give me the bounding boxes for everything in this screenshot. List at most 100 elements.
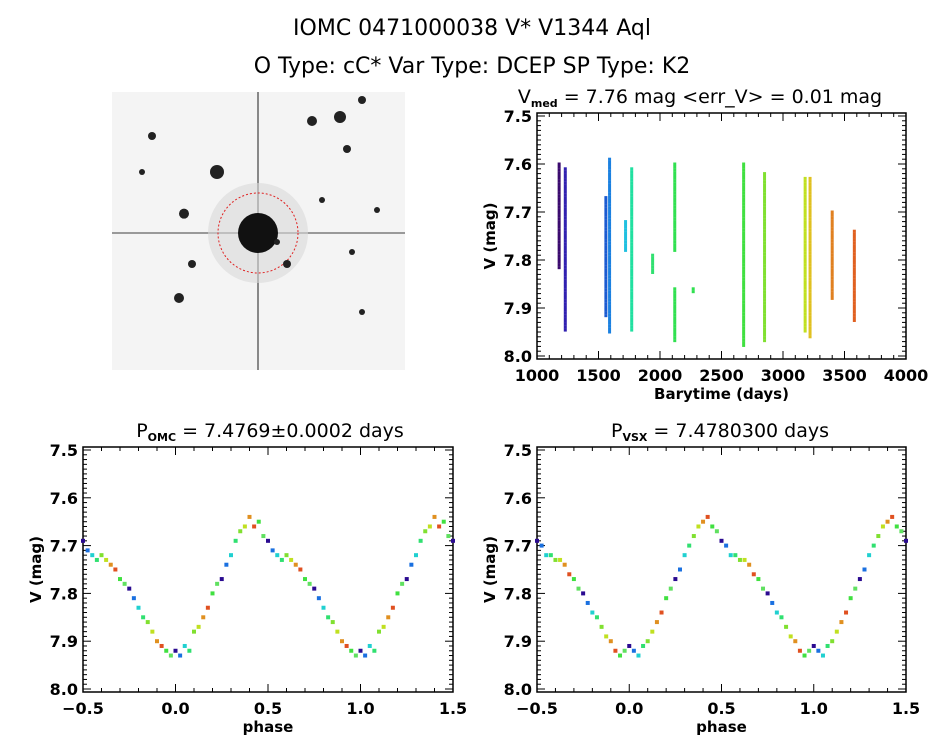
data-point [585,600,590,605]
data-point [673,211,677,215]
data-point [608,313,612,317]
data-point [630,294,634,298]
data-point [630,187,634,191]
data-point [604,268,608,272]
data-point [742,266,746,270]
data-point [441,519,446,524]
data-point [803,179,807,183]
data-point [630,233,634,237]
data-point [825,643,830,648]
data-point [852,235,856,239]
data-point [803,300,807,304]
data-point [608,241,612,245]
data-point [742,263,746,267]
data-point [808,220,812,224]
data-point [830,265,834,269]
data-point [630,296,634,300]
data-point [808,309,812,313]
data-point [604,314,608,318]
data-point [808,208,812,212]
data-point [830,273,834,277]
data-point [765,591,770,596]
data-point [808,237,812,241]
data-point [618,653,623,658]
data-point [673,165,677,169]
data-point [742,171,746,175]
data-point [742,309,746,313]
data-point [104,557,109,562]
data-point [372,648,377,653]
data-point [210,591,215,596]
y-tick-label: 7.8 [50,584,78,603]
data-point [563,184,567,188]
data-point [604,634,609,639]
data-point [630,190,634,194]
data-point [852,238,856,242]
data-point [654,620,659,625]
data-point [673,199,677,203]
data-point [604,285,608,289]
plot-frame [536,446,907,693]
x-tick-label: 1.0 [346,699,374,718]
data-point [803,211,807,215]
data-point [763,229,767,233]
data-point [904,538,908,543]
x-tick-label: 3500 [822,366,867,385]
data-point [742,168,746,172]
data-point [557,254,561,258]
data-point [742,312,746,316]
data-point [270,548,275,553]
data-point [608,258,612,262]
data-point [803,185,807,189]
data-point [803,280,807,284]
data-point [742,289,746,293]
data-point [808,185,812,189]
data-point [624,220,628,224]
data-point [808,286,812,290]
data-point [641,643,646,648]
data-point [604,270,608,274]
data-point [608,310,612,314]
data-point [763,180,767,184]
data-point [763,221,767,225]
data-point [624,231,628,235]
data-point [673,174,677,178]
data-point [763,252,767,256]
data-point [557,260,561,264]
data-point [803,257,807,261]
data-point [604,224,608,228]
data-point [608,238,612,242]
data-point [852,298,856,302]
data-point [608,278,612,282]
data-point [608,281,612,285]
data-point [563,170,567,174]
data-point [763,189,767,193]
data-point [630,204,634,208]
data-point [630,262,634,266]
data-point [803,176,807,180]
data-point [808,315,812,319]
data-point [562,562,567,567]
data-point [763,272,767,276]
chart-title-vsx: PVSX = 7.4780300 days [510,420,930,444]
data-point [742,283,746,287]
data-point [608,195,612,199]
data-point [557,225,561,229]
data-point [779,615,784,620]
data-point [563,167,567,171]
data-point [630,282,634,286]
data-point [763,186,767,190]
data-point [563,319,567,323]
background-star [359,309,365,315]
data-point [808,303,812,307]
data-point [563,279,567,283]
data-point [604,216,608,220]
data-point [673,234,677,238]
data-point [852,316,856,320]
data-point [682,553,687,558]
data-point [630,276,634,280]
data-point [803,228,807,232]
data-point [608,206,612,210]
data-point [830,268,834,272]
data-point [608,215,612,219]
